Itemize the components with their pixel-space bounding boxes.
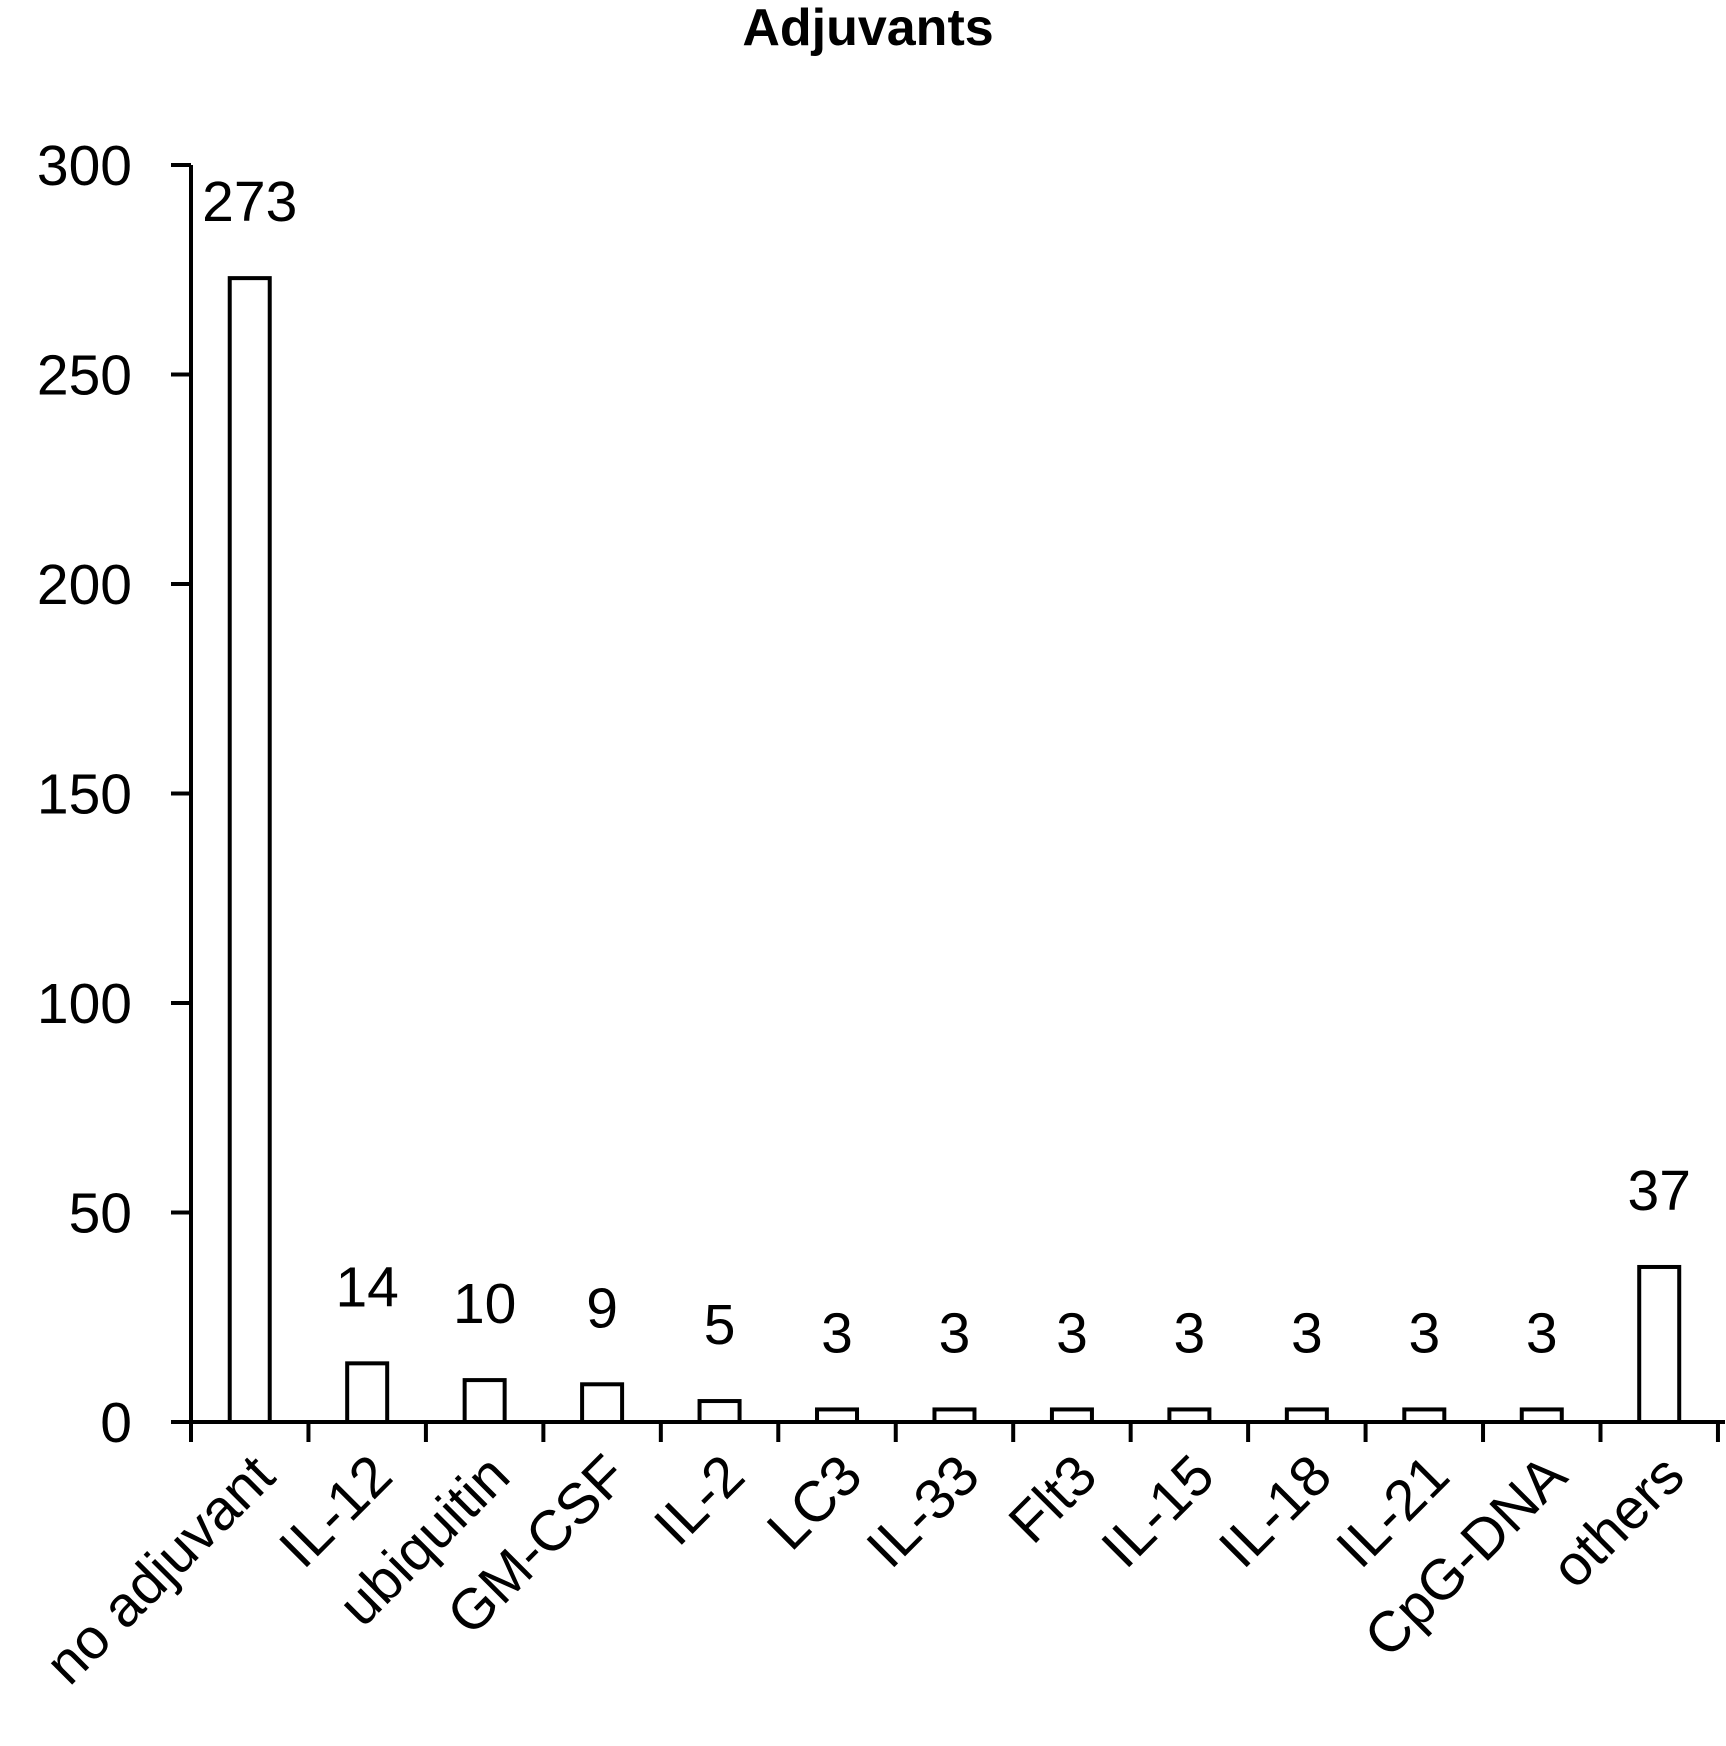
data-labels: 273 14 10 9 5 3 3 3 3 3 3 3 37 xyxy=(202,170,1691,1365)
data-label: 3 xyxy=(821,1301,853,1365)
data-label: 3 xyxy=(1526,1301,1558,1365)
data-label: 273 xyxy=(202,170,297,234)
data-label: 3 xyxy=(1408,1301,1440,1365)
bar xyxy=(462,1378,507,1424)
bar xyxy=(227,276,272,1424)
y-tick-label: 200 xyxy=(37,553,132,617)
bar xyxy=(345,1361,390,1424)
bar xyxy=(1049,1407,1094,1425)
data-label: 14 xyxy=(335,1255,398,1319)
bar xyxy=(697,1399,742,1425)
data-label: 10 xyxy=(453,1272,516,1336)
bar xyxy=(1167,1407,1212,1425)
data-label: 3 xyxy=(1291,1301,1323,1365)
x-category-label: LC3 xyxy=(755,1443,874,1562)
x-category-label: IL-15 xyxy=(1089,1443,1226,1580)
y-axis-ticks: 0 50 100 150 200 250 300 xyxy=(37,134,191,1455)
x-category-label: IL-2 xyxy=(642,1443,757,1558)
bar xyxy=(932,1407,977,1425)
bar xyxy=(580,1382,625,1425)
y-tick-label: 100 xyxy=(37,972,132,1036)
bars xyxy=(227,276,1682,1425)
x-category-label: IL-33 xyxy=(855,1443,992,1580)
x-category-label: no adjuvant xyxy=(33,1443,287,1697)
data-label: 9 xyxy=(586,1276,618,1340)
data-label: 3 xyxy=(939,1301,971,1365)
y-tick-label: 50 xyxy=(69,1182,132,1246)
x-category-label: others xyxy=(1539,1443,1696,1600)
bar xyxy=(1637,1264,1682,1424)
bar xyxy=(1519,1407,1564,1425)
data-label: 37 xyxy=(1628,1159,1691,1223)
data-label: 5 xyxy=(704,1293,736,1357)
y-tick-label: 0 xyxy=(100,1391,132,1455)
x-category-label: IL-18 xyxy=(1207,1443,1344,1580)
chart-title: Adjuvants xyxy=(742,0,993,57)
bar xyxy=(1402,1407,1447,1425)
data-label: 3 xyxy=(1174,1301,1206,1365)
x-axis-ticks xyxy=(189,1422,1720,1442)
y-tick-label: 300 xyxy=(37,134,132,198)
data-label: 3 xyxy=(1056,1301,1088,1365)
bar xyxy=(815,1407,860,1425)
y-tick-label: 250 xyxy=(37,344,132,408)
y-tick-label: 150 xyxy=(37,763,132,827)
bar xyxy=(1284,1407,1329,1425)
